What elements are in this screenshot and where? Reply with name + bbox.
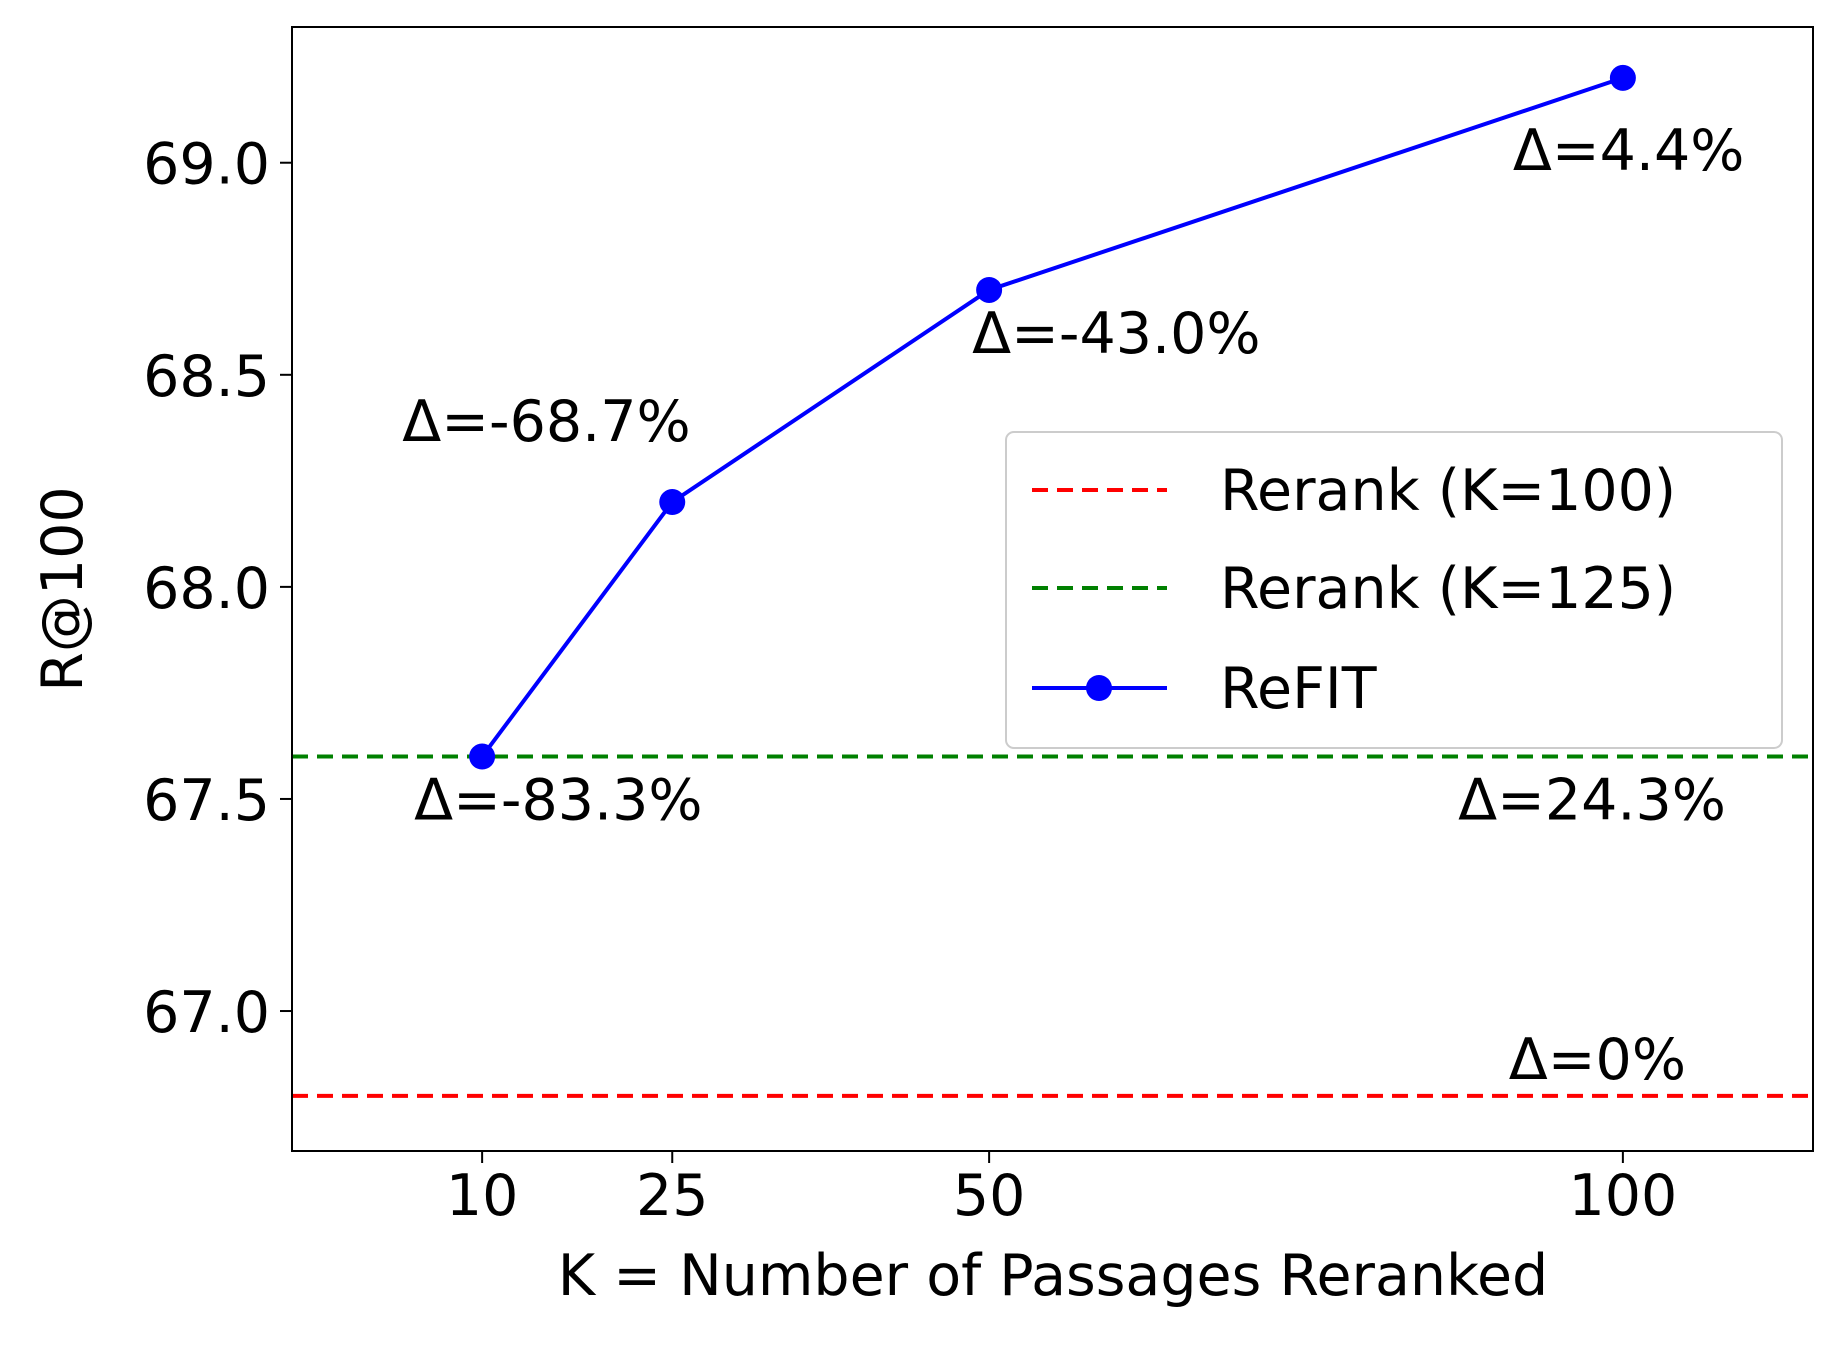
y-tick-label: 68.5 [143, 344, 270, 410]
legend-marker [1086, 675, 1112, 701]
refit-point [976, 276, 1003, 303]
y-axis-title: R@100 [30, 486, 96, 691]
x-tick-label: 10 [446, 1163, 519, 1229]
y-tick-label: 67.5 [143, 768, 270, 834]
delta-annotation: Δ=24.3% [1458, 768, 1726, 834]
delta-annotation: Δ=4.4% [1513, 118, 1745, 184]
legend-label: Rerank (K=125) [1220, 556, 1676, 622]
refit-point [469, 743, 496, 770]
y-tick-label: 68.0 [143, 556, 270, 622]
legend-label: Rerank (K=100) [1220, 458, 1676, 524]
y-tick-label: 67.0 [143, 980, 270, 1046]
series-layer [292, 64, 1813, 1098]
delta-annotation: Δ=0% [1509, 1027, 1686, 1093]
delta-annotation: Δ=-68.7% [402, 389, 690, 455]
x-axis-title: K = Number of Passages Reranked [558, 1243, 1549, 1309]
refit-point [659, 489, 686, 516]
x-tick-label: 25 [636, 1163, 709, 1229]
y-tick-label: 69.0 [143, 132, 270, 198]
refit-line [480, 76, 1624, 758]
y-axis: 67.0 67.5 68.0 68.5 69.0 [143, 132, 292, 1046]
delta-annotation: Δ=-43.0% [972, 301, 1260, 367]
legend: Rerank (K=100) Rerank (K=125) ReFIT [1005, 431, 1783, 749]
x-tick-label: 50 [953, 1163, 1026, 1229]
legend-label: ReFIT [1220, 656, 1377, 722]
annotations-layer: Δ=0% Δ=24.3% Δ=-83.3% Δ=-68.7% Δ=-43.0% Δ=4.4… [402, 118, 1744, 1093]
plot-frame [291, 26, 1814, 1152]
x-tick-label: 100 [1568, 1163, 1677, 1229]
x-axis: 10 25 50 100 [446, 1151, 1677, 1229]
refit-point [1609, 64, 1636, 91]
delta-annotation: Δ=-83.3% [414, 768, 702, 834]
legend-box [1005, 431, 1783, 749]
